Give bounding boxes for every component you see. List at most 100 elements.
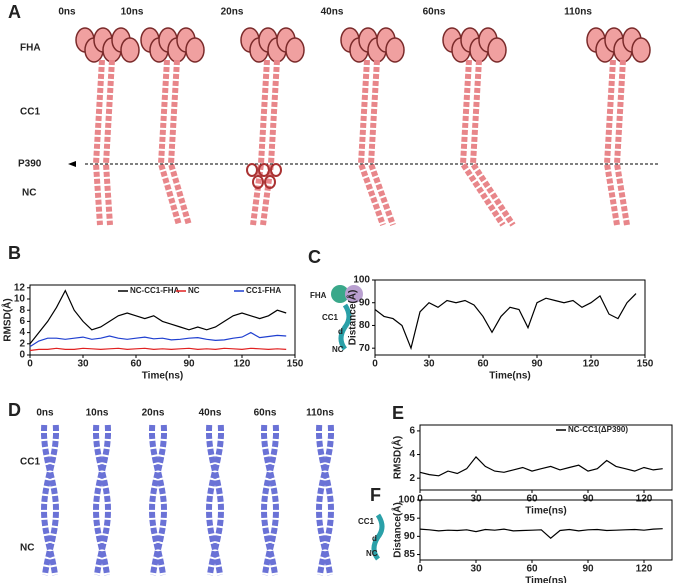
nc-cc1-helix: [40, 424, 59, 576]
nc-cc1-helix: [316, 424, 335, 576]
coil: [246, 163, 258, 177]
y-tick-label: 80: [359, 320, 371, 331]
legend-label: NC-CC1(ΔP390): [568, 425, 628, 434]
panel-label: C: [308, 247, 321, 267]
time-label: 0ns: [58, 7, 76, 18]
legend-label: NC: [188, 286, 200, 295]
x-tick-label: 0: [417, 564, 423, 575]
schematic-label: FHA: [310, 291, 327, 300]
x-tick-label: 60: [477, 359, 489, 370]
y-tick-label: 4: [19, 327, 25, 338]
time-label: 10ns: [121, 7, 144, 18]
x-axis-label: Time(ns): [489, 371, 531, 382]
fha-ball: [331, 285, 349, 303]
schematic-label: d: [338, 327, 343, 336]
coil: [258, 163, 270, 177]
y-tick-label: 90: [359, 297, 371, 308]
time-label: 20ns: [221, 7, 244, 18]
panel-label: B: [8, 243, 21, 263]
y-tick-label: 10: [14, 294, 26, 305]
legend-label: CC1-FHA: [246, 286, 281, 295]
y-tick-label: 70: [359, 343, 371, 354]
x-tick-label: 60: [526, 494, 538, 505]
y-tick-label: 100: [398, 495, 415, 506]
x-tick-label: 120: [636, 494, 653, 505]
y-tick-label: 2: [19, 338, 25, 349]
fha-domain: [631, 37, 651, 63]
x-tick-label: 120: [636, 564, 653, 575]
x-tick-label: 150: [637, 359, 654, 370]
series-line: [29, 347, 287, 352]
panel-label: F: [370, 485, 381, 505]
time-label: 10ns: [86, 408, 109, 419]
cc1-helix: [102, 59, 115, 226]
x-axis-label: Time(ns): [525, 576, 567, 583]
y-tick-label: 6: [19, 316, 25, 327]
nc-cc1-helix: [261, 424, 280, 576]
structure-label: FHA: [20, 43, 41, 54]
nc-cc1-helix: [315, 424, 334, 576]
series-line: [29, 289, 287, 345]
nc-cc1-helix: [206, 424, 225, 576]
x-tick-label: 0: [417, 494, 423, 505]
cc1-helix: [469, 59, 516, 227]
schematic-label: NC: [332, 345, 344, 354]
time-label: 60ns: [254, 408, 277, 419]
structure-label: CC1: [20, 107, 40, 118]
x-tick-label: 60: [130, 359, 142, 370]
fha-domain: [385, 37, 405, 63]
structure-label: CC1: [20, 457, 40, 468]
y-axis-label: RMSD(Å): [391, 436, 404, 479]
fha-ball: [345, 285, 363, 303]
panel-label: E: [392, 403, 404, 423]
plot-frame: [419, 424, 673, 491]
schematic-label: NC: [366, 549, 378, 558]
panel-label: A: [8, 2, 21, 22]
x-tick-label: 0: [27, 359, 33, 370]
fha-domain: [285, 37, 305, 63]
y-tick-label: 100: [353, 275, 370, 286]
x-axis-label: Time(ns): [142, 371, 184, 382]
y-axis-label: RMSD(Å): [1, 298, 14, 341]
plot-frame: [374, 279, 646, 356]
y-axis-label: Distance(Å): [391, 502, 404, 558]
x-tick-label: 120: [234, 359, 251, 370]
time-label: 60ns: [423, 7, 446, 18]
schematic-label: CC1: [358, 517, 375, 526]
nc-cc1-helix: [260, 424, 279, 576]
x-tick-label: 60: [526, 564, 538, 575]
series-line: [29, 331, 287, 348]
nc-cc1-helix: [205, 424, 224, 576]
x-tick-label: 120: [583, 359, 600, 370]
time-label: 40ns: [199, 408, 222, 419]
y-tick-label: 4: [409, 449, 415, 460]
coil: [264, 175, 276, 189]
y-tick-label: 85: [404, 549, 416, 560]
y-tick-label: 2: [409, 473, 415, 484]
y-tick-label: 8: [19, 305, 25, 316]
y-tick-label: 95: [404, 513, 416, 524]
y-axis-label: Distance(Å): [346, 290, 359, 346]
structure-label: NC: [20, 543, 34, 554]
y-tick-label: 90: [404, 531, 416, 542]
x-tick-label: 90: [531, 359, 543, 370]
plot-frame: [29, 284, 296, 356]
time-label: 110ns: [564, 7, 592, 18]
cc1-helix: [603, 59, 620, 226]
cc1-helix: [367, 59, 396, 227]
cc1-helix: [92, 59, 105, 226]
cc1-helix: [357, 59, 386, 227]
time-label: 20ns: [142, 408, 165, 419]
x-tick-label: 30: [77, 359, 89, 370]
x-tick-label: 0: [372, 359, 378, 370]
coil: [270, 163, 282, 177]
fha-domain: [120, 37, 140, 63]
structure-label: P390: [18, 159, 42, 170]
cc1-helix: [613, 59, 630, 226]
y-tick-label: 6: [409, 426, 415, 437]
structure-label: NC: [22, 188, 36, 199]
plot-frame: [419, 499, 673, 561]
x-tick-label: 30: [470, 494, 482, 505]
x-tick-label: 90: [183, 359, 195, 370]
nc-cc1-helix: [41, 424, 60, 576]
